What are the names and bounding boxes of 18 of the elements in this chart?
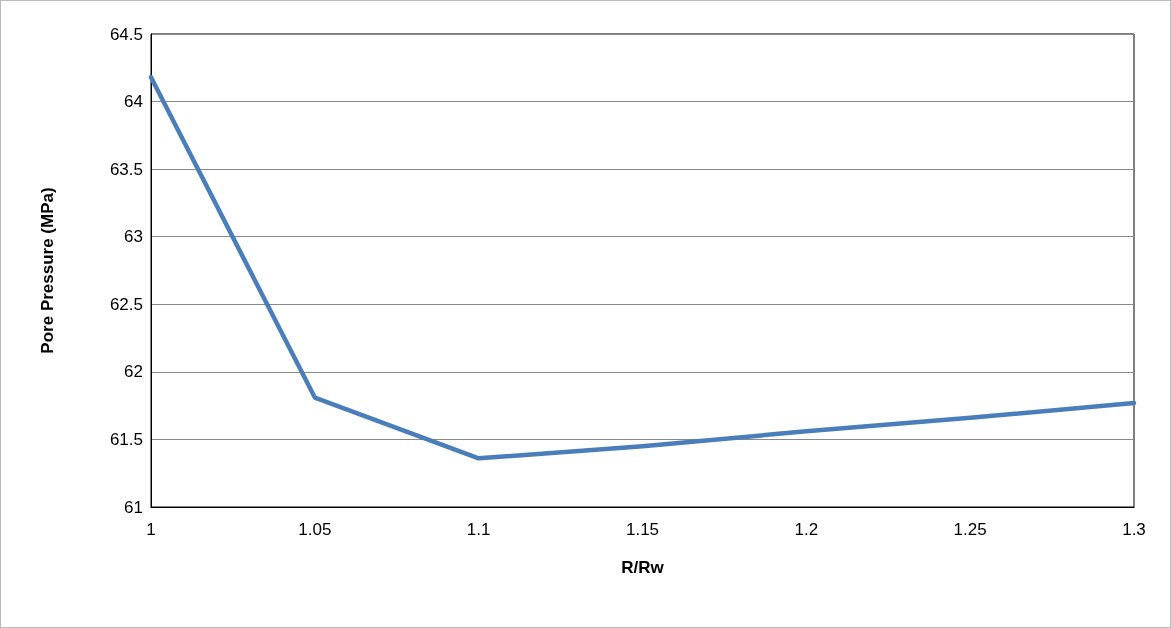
y-tick-label: 61: [124, 497, 143, 517]
x-tick-label: 1: [146, 520, 156, 539]
x-tick-label: 1.25: [953, 520, 987, 539]
x-axis-title: R/Rw: [621, 558, 665, 577]
y-tick-label: 63: [124, 227, 143, 247]
y-tick-label: 64.5: [109, 24, 143, 44]
x-tick-label: 1.15: [625, 520, 660, 539]
y-tick-label: 61.5: [109, 429, 143, 449]
y-tick-label: 63.5: [109, 159, 143, 179]
y-axis-title: Pore Pressure (MPa): [38, 187, 57, 354]
x-tick-label: 1.2: [794, 520, 819, 539]
x-tick-label: 1.05: [298, 520, 332, 539]
x-tick-label: 1.1: [466, 520, 491, 539]
y-tick-label: 62: [124, 362, 143, 382]
y-tick-label: 64: [124, 92, 143, 112]
y-tick-label: 62.5: [109, 294, 143, 314]
line-series: [148, 75, 1137, 461]
x-tick-label: 1.3: [1122, 520, 1146, 539]
